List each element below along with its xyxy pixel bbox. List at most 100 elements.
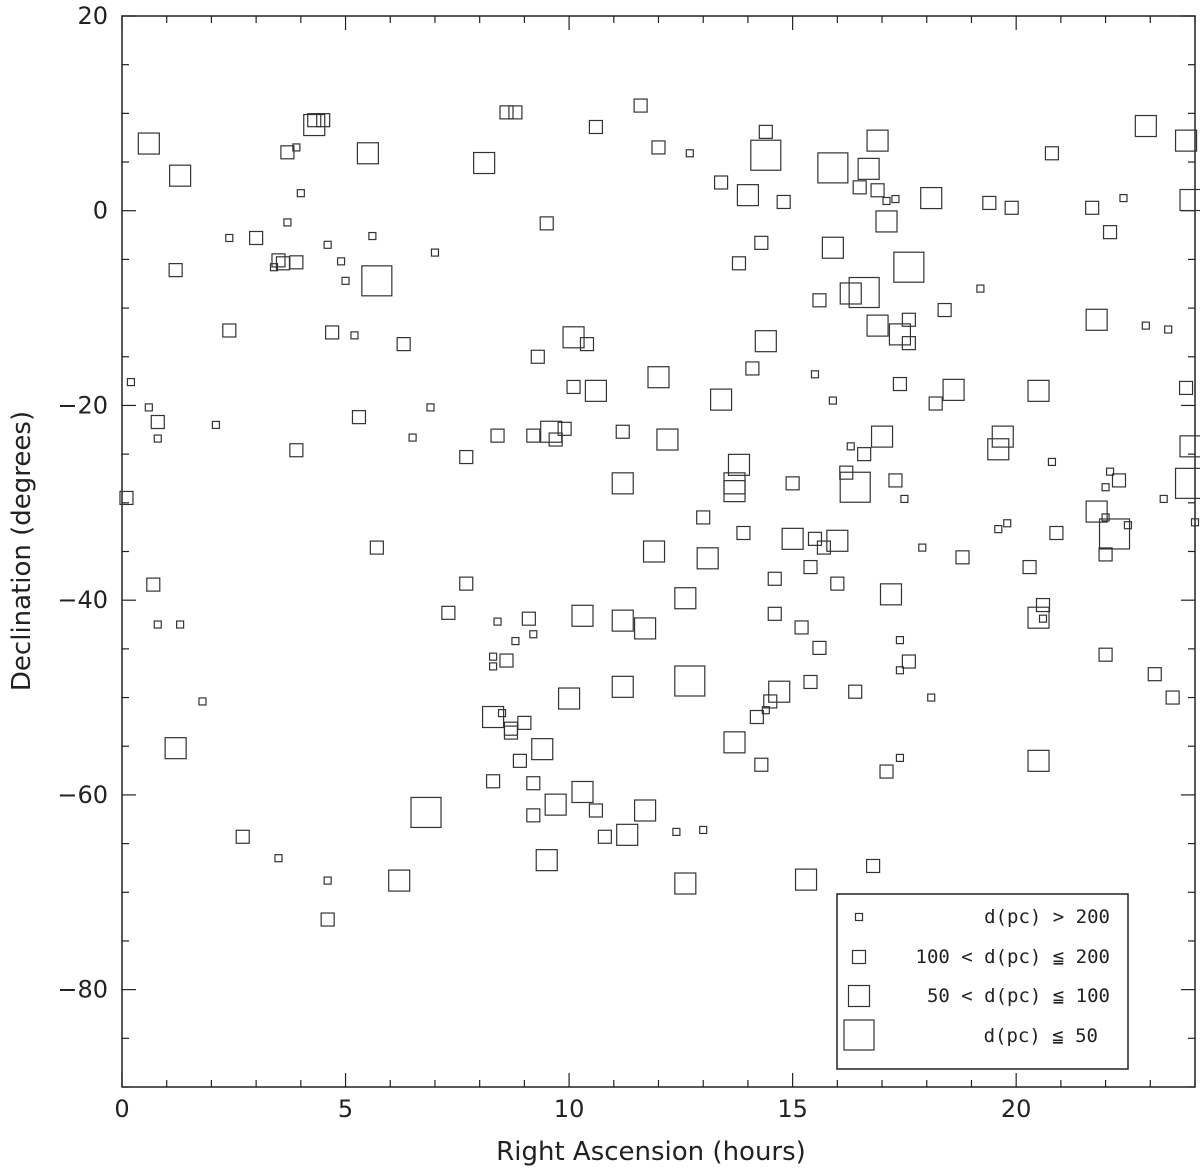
legend-label-m: 50 < d(pc) ≦ 100 [927, 985, 1110, 1007]
x-axis-label: Right Ascension (hours) [496, 1137, 806, 1167]
data-point-xs [350, 331, 359, 340]
data-point-s [499, 653, 514, 668]
data-point-m [557, 687, 581, 710]
data-point-m [870, 425, 894, 448]
data-point-xs [430, 248, 440, 257]
data-point-m [544, 793, 567, 816]
data-point-s [848, 684, 863, 699]
data-point-s [526, 428, 541, 443]
y-tick-label: 20 [77, 2, 108, 30]
data-point-s [503, 721, 519, 736]
x-tick-label: 5 [338, 1095, 353, 1123]
data-point-s [785, 476, 800, 491]
data-point-l [750, 139, 782, 171]
data-point-m [388, 869, 411, 892]
data-point-s [1111, 473, 1127, 488]
data-point-s [803, 674, 818, 690]
data-point-s [767, 571, 782, 586]
data-point-xs [1003, 519, 1012, 528]
data-point-s [1085, 200, 1100, 215]
data-point-m [879, 583, 903, 606]
data-point-xs [126, 377, 136, 387]
data-point-xs [323, 240, 332, 249]
data-point-m [1179, 435, 1200, 458]
data-point-xs [368, 231, 377, 241]
data-point-s [982, 195, 997, 211]
data-point-xs [292, 143, 301, 152]
data-point-s [512, 753, 528, 768]
data-point-s [521, 611, 536, 626]
y-tick-label: 0 [93, 197, 108, 225]
data-point-s [530, 349, 545, 364]
data-point-m [920, 186, 943, 210]
data-point-m [481, 705, 505, 729]
data-point-m [674, 872, 697, 895]
data-point-m [723, 480, 746, 503]
data-point-l [1098, 518, 1131, 550]
axis-ticks [121, 15, 1196, 1088]
data-point-m [656, 428, 679, 451]
data-point-m [821, 236, 844, 259]
data-point-xs [810, 370, 820, 379]
data-point-xs [176, 620, 185, 629]
data-point-s [316, 113, 331, 128]
data-point-xs [1047, 457, 1057, 467]
y-tick-label: −20 [57, 391, 108, 419]
data-point-s [146, 577, 161, 592]
data-point-s [1098, 647, 1113, 662]
data-point-s [937, 302, 952, 318]
data-point-s [508, 105, 523, 120]
data-point-m [723, 472, 746, 495]
data-point-m [1085, 500, 1108, 523]
x-tick-label: 20 [1001, 1095, 1032, 1123]
data-point-xs [1105, 467, 1115, 476]
data-point-l [361, 265, 393, 297]
data-point-s [289, 443, 304, 458]
data-point-s [754, 235, 769, 250]
data-point-m [356, 142, 379, 165]
y-tick-label: −40 [57, 586, 108, 614]
data-point-xs [341, 276, 350, 285]
data-point-xs [1190, 518, 1200, 527]
data-point-xs [828, 396, 837, 405]
data-point-s [249, 230, 264, 246]
data-point-m [866, 314, 889, 337]
data-point-m [137, 132, 160, 155]
data-point-s [879, 764, 894, 779]
data-point-m [473, 151, 496, 175]
data-point-m [647, 366, 670, 389]
tick-labels: 0 5 10 15 20 20 0 −20 −40 −60 −80 [57, 2, 1031, 1123]
data-point-s [1165, 690, 1180, 705]
data-point-s [1044, 146, 1060, 161]
data-point-s [588, 119, 604, 135]
data-point-s [557, 421, 572, 436]
data-point-xs [895, 753, 905, 763]
data-point-xs [900, 494, 909, 504]
data-point-s [749, 709, 764, 725]
data-point-s [485, 774, 501, 789]
data-point-xs [927, 693, 936, 702]
data-point-xs [144, 403, 153, 412]
data-point-l [839, 471, 871, 503]
data-point-xs [1101, 513, 1110, 522]
data-point-s [588, 803, 604, 818]
legend-marker-l [843, 1019, 875, 1051]
data-point-s [1049, 525, 1064, 541]
data-point-s [758, 124, 773, 139]
data-point-s [150, 414, 165, 430]
data-point-m [571, 780, 594, 804]
data-point-l [674, 665, 706, 697]
data-point-xs [699, 825, 708, 835]
data-point-xs [323, 876, 332, 885]
data-point-s [812, 293, 827, 308]
data-point-m [540, 420, 563, 443]
data-point-xs [225, 233, 234, 243]
data-point-xs [891, 194, 900, 204]
data-point-m [987, 438, 1010, 461]
data-point-s [803, 559, 818, 575]
data-point-m [727, 453, 751, 476]
x-tick-label: 0 [114, 1095, 129, 1123]
data-point-xs [336, 257, 346, 266]
data-point-l [848, 276, 880, 309]
